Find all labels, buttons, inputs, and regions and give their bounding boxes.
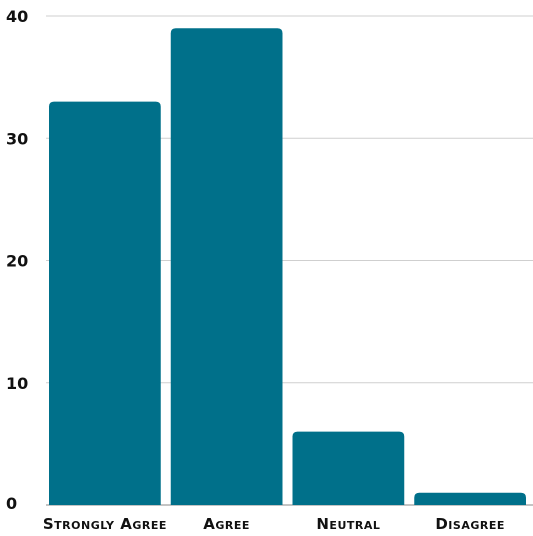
bars <box>49 28 526 505</box>
y-tick-label-0: 0 <box>6 494 17 513</box>
bar-agree <box>170 28 283 505</box>
x-tick-label-strongly-agree: Strongly Agree <box>43 515 167 533</box>
x-axis-ticks: Strongly Agree Agree Neutral Disagree <box>43 515 505 533</box>
bar-disagree <box>414 492 526 505</box>
x-tick-label-disagree: Disagree <box>435 515 505 533</box>
y-axis-ticks: 0 10 20 30 40 <box>6 7 28 513</box>
y-tick-label-20: 20 <box>6 252 28 271</box>
x-tick-label-neutral: Neutral <box>316 515 380 533</box>
y-tick-label-40: 40 <box>6 7 28 26</box>
bar-neutral <box>292 431 405 505</box>
y-tick-label-30: 30 <box>6 129 28 148</box>
y-tick-label-10: 10 <box>6 374 28 393</box>
bar-strongly-agree <box>49 101 161 505</box>
x-tick-label-agree: Agree <box>203 515 250 533</box>
